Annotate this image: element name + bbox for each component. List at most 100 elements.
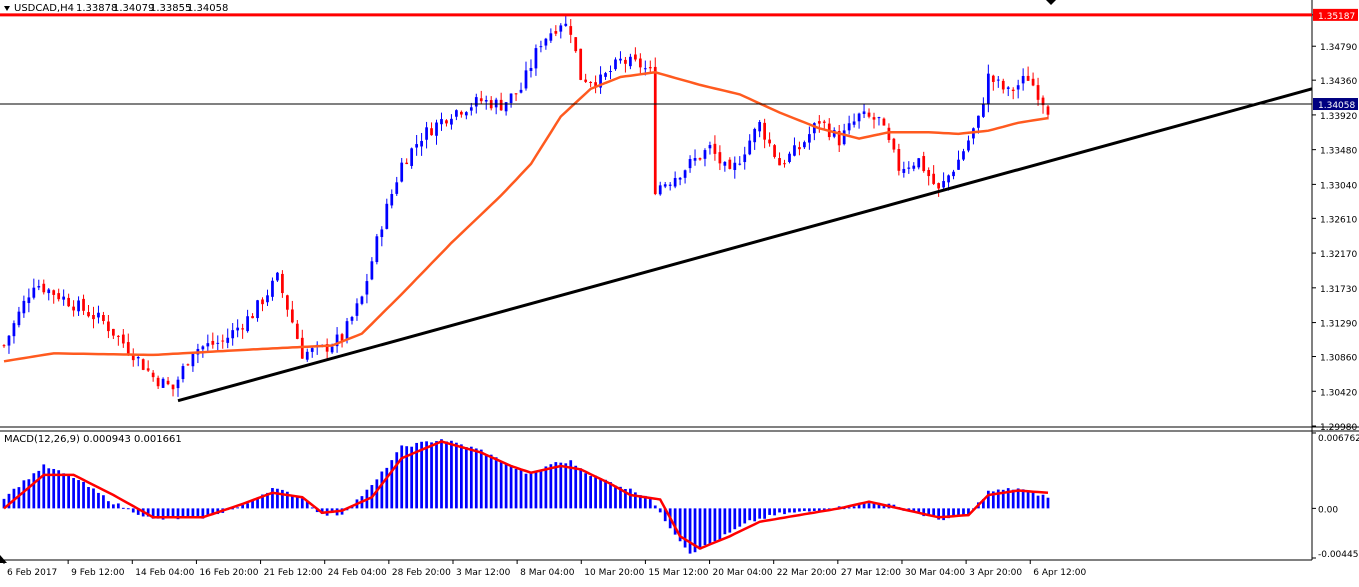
candle-body	[852, 121, 856, 125]
candle-body	[191, 353, 195, 367]
macd-bar	[256, 498, 259, 509]
candle-body	[728, 159, 732, 169]
candle-body	[82, 298, 85, 311]
candle-body	[499, 99, 503, 111]
candle-body	[564, 23, 568, 26]
candle-body	[927, 169, 931, 177]
dropdown-triangle-icon[interactable]	[4, 6, 10, 11]
candle-body	[211, 340, 215, 345]
candle-body	[201, 346, 205, 350]
candle-body	[688, 159, 692, 169]
price-tick-label: 1.30860	[1320, 354, 1357, 364]
candle-body	[266, 295, 269, 303]
candle-body	[360, 296, 364, 304]
price-tick-label: 1.32170	[1320, 250, 1357, 260]
macd-bar	[539, 469, 543, 509]
moving-average-line	[3, 71, 1049, 363]
time-tick-label: 22 Mar 20:00	[777, 568, 837, 578]
candle-body	[892, 138, 896, 150]
macd-bar	[176, 508, 180, 520]
macd-bar	[529, 473, 533, 509]
time-tick-label: 20 Mar 04:00	[713, 568, 773, 578]
time-tick-label: 6 Apr 12:00	[1033, 568, 1086, 578]
macd-bar	[390, 460, 394, 509]
candle-body	[509, 93, 513, 104]
candle-body	[112, 328, 115, 336]
candle-body	[653, 66, 657, 195]
candle-body	[549, 33, 553, 41]
candle-body	[673, 177, 677, 187]
candle-body	[400, 162, 404, 182]
time-tick-label: 9 Feb 12:00	[71, 568, 125, 578]
macd-bar	[1011, 489, 1015, 509]
macd-bar	[872, 502, 876, 509]
macd-bar	[584, 473, 588, 509]
candle-body	[256, 300, 259, 319]
macd-bar	[62, 473, 66, 509]
macd-bar	[107, 501, 110, 509]
chart-shift-marker-icon[interactable]	[1046, 0, 1056, 5]
candle-body	[718, 152, 722, 164]
price-tick-label: 1.30420	[1320, 388, 1357, 398]
candle-body	[778, 158, 781, 166]
macd-bar	[991, 491, 995, 509]
macd-label: MACD(12,26,9) 0.000943 0.001661	[4, 434, 182, 445]
macd-bar	[116, 503, 120, 509]
candle-body	[261, 299, 264, 305]
macd-bar	[1046, 497, 1050, 509]
candle-body	[216, 342, 220, 344]
macd-bar	[231, 508, 235, 510]
candle-body	[708, 145, 712, 149]
candle-body	[932, 173, 936, 184]
macd-bar	[460, 444, 463, 509]
candle-body	[355, 303, 359, 316]
candle-body	[539, 46, 543, 48]
macd-bar	[803, 508, 806, 511]
macd-bar	[743, 508, 747, 524]
candle-body	[494, 99, 498, 108]
candle-body	[77, 300, 80, 312]
candle-body	[410, 148, 414, 166]
macd-bar	[281, 489, 284, 509]
macd-bar	[494, 457, 498, 509]
candle-body	[982, 103, 985, 117]
candle-body	[678, 177, 682, 180]
candle-body	[867, 112, 871, 117]
candle-body	[47, 289, 51, 294]
macd-bar	[400, 445, 404, 509]
resistance-price-flag	[1313, 8, 1358, 21]
candle-body	[798, 147, 801, 150]
candle-body	[907, 167, 911, 169]
macd-bar	[698, 508, 702, 550]
ascending-trendline[interactable]	[177, 87, 1313, 403]
candle-body	[519, 89, 523, 93]
candle-body	[788, 153, 791, 163]
candle-body	[87, 312, 90, 317]
candle-body	[663, 184, 667, 187]
candle-body	[514, 93, 518, 95]
price-tick-label: 1.32610	[1320, 215, 1357, 225]
current-price-flag	[1313, 98, 1358, 111]
macd-bar	[474, 448, 478, 509]
candle-body	[395, 182, 399, 194]
candle-body	[574, 37, 578, 52]
macd-bar	[42, 464, 46, 509]
candle-body	[340, 334, 344, 341]
macd-bar	[788, 508, 791, 513]
macd-bar	[211, 508, 215, 514]
candle-body	[435, 122, 438, 136]
macd-bar	[266, 492, 269, 509]
candle-body	[986, 73, 990, 104]
macd-bar	[504, 463, 508, 509]
time-axis: 6 Feb 2017 9 Feb 12:00 14 Feb 04:00 16 Feb …	[3, 560, 1086, 578]
candle-body	[186, 364, 190, 366]
candle-body	[300, 337, 304, 359]
macd-bar	[599, 478, 602, 509]
macd-bar	[638, 495, 642, 509]
macd-bar	[947, 508, 950, 519]
candle-body	[579, 48, 583, 80]
candle-body	[812, 123, 816, 134]
macd-bar	[300, 498, 304, 509]
